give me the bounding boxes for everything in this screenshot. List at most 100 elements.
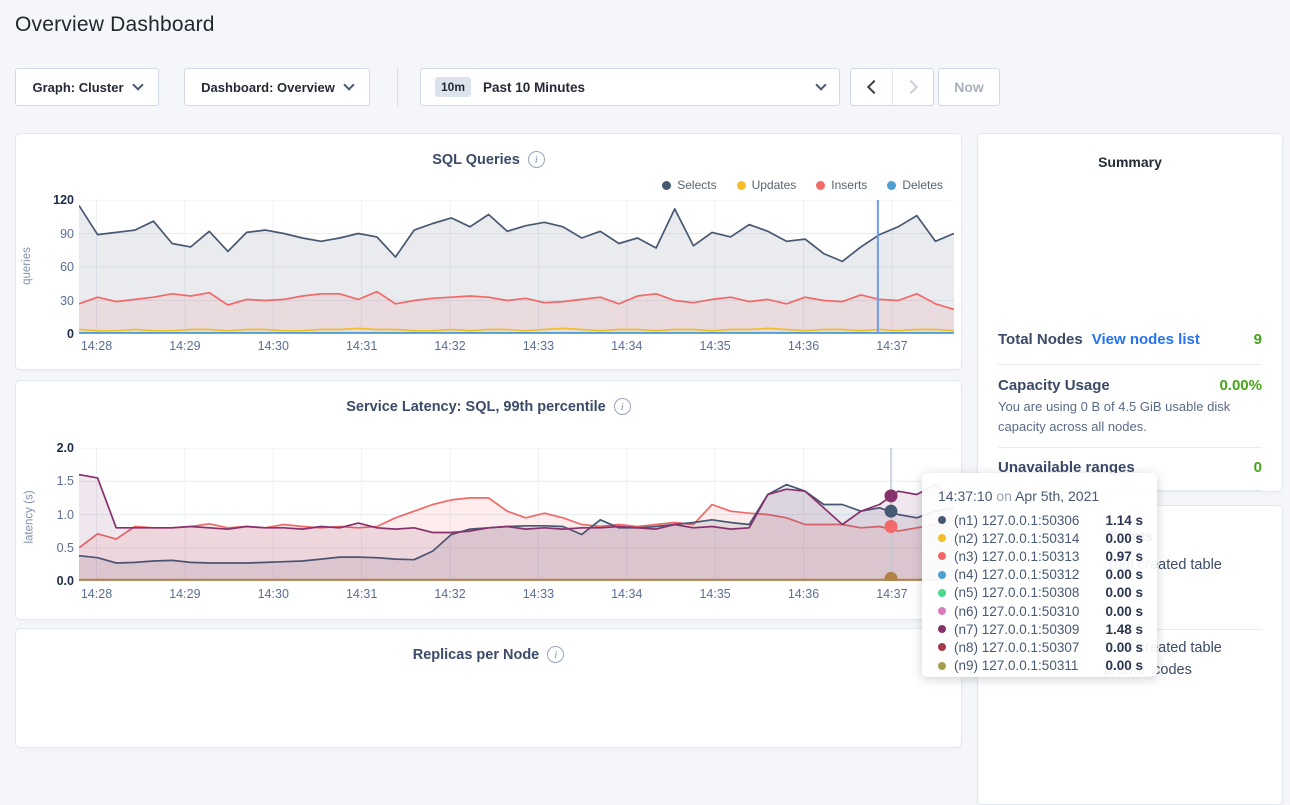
y-axis-ticks: 2.0 1.5 1.0 0.5 0.0 <box>40 441 74 588</box>
node-color-dot-icon <box>938 607 946 616</box>
page-title: Overview Dashboard <box>15 13 215 36</box>
y-tick-label: 0.5 <box>56 540 74 555</box>
y-tick-label: 0.0 <box>56 574 74 588</box>
divider <box>998 447 1262 448</box>
legend-dot-icon <box>736 180 746 190</box>
node-address: (n7) 127.0.0.1:50309 <box>954 621 1080 637</box>
y-tick-label: 60 <box>60 260 74 274</box>
tooltip-node-row: (n3) 127.0.0.1:50313 0.97 s <box>938 547 1143 565</box>
view-nodes-list-link[interactable]: View nodes list <box>1091 331 1200 348</box>
legend-dot-icon <box>887 180 897 190</box>
y-axis-unit: latency (s) <box>23 490 36 544</box>
legend-label: Selects <box>677 178 717 192</box>
unavailable-ranges-row: Unavailable ranges 0 <box>998 459 1262 476</box>
graph-dropdown-label: Graph: Cluster <box>32 79 124 95</box>
info-icon[interactable]: i <box>547 646 565 663</box>
y-tick-label: 90 <box>60 226 74 241</box>
info-icon[interactable]: i <box>527 151 545 168</box>
node-latency-value: 0.00 s <box>1105 567 1143 583</box>
tooltip-node-row: (n8) 127.0.0.1:50307 0.00 s <box>938 638 1143 656</box>
node-color-dot-icon <box>938 661 946 670</box>
x-tick-label: 14:32 <box>434 339 466 353</box>
legend-label: Inserts <box>831 178 868 192</box>
replicas-per-node-panel: Replicas per Node i <box>15 628 962 748</box>
x-tick-label: 14:29 <box>169 587 201 601</box>
chart-hover-tooltip: 14:37:10 on Apr 5th, 2021 (n1) 127.0.0.1… <box>922 473 1157 677</box>
now-button[interactable]: Now <box>938 68 1000 106</box>
graph-dropdown[interactable]: Graph: Cluster <box>15 68 159 106</box>
y-axis-unit: queries <box>20 247 33 285</box>
legend-dot-icon <box>816 180 826 190</box>
x-axis-ticks: 14:28 14:29 14:30 14:31 14:32 14:33 14:34 14:35… <box>79 339 954 355</box>
node-latency-value: 0.00 s <box>1105 658 1143 674</box>
legend-item-inserts[interactable]: Inserts <box>816 178 867 192</box>
x-tick-label: 14:33 <box>522 339 555 353</box>
dashboard-dropdown[interactable]: Dashboard: Overview <box>184 68 370 106</box>
node-address: (n6) 127.0.0.1:50310 <box>954 603 1080 619</box>
node-color-dot-icon <box>938 643 946 652</box>
x-tick-label: 14:37 <box>876 587 908 601</box>
node-latency-value: 0.97 s <box>1105 548 1143 564</box>
info-icon[interactable]: i <box>613 398 631 415</box>
time-window-label: Past 10 Minutes <box>483 79 586 95</box>
tooltip-node-list: (n1) 127.0.0.1:50306 1.14 s (n2) 127.0.0.1… <box>938 511 1143 675</box>
node-latency-value: 0.00 s <box>1105 585 1143 601</box>
summary-panel: Summary Total Nodes View nodes list 9 Ca… <box>977 133 1283 600</box>
chevron-right-icon <box>903 79 919 95</box>
sql-queries-panel: SQL Queries i Selects Updates Inserts Delet… <box>15 133 962 370</box>
node-latency-value: 0.00 s <box>1105 639 1143 655</box>
total-nodes-label: Total Nodes <box>998 331 1083 348</box>
y-axis-ticks: 120 90 60 30 0 <box>40 193 74 341</box>
y-tick-label: 120 <box>53 193 74 207</box>
node-address: (n3) 127.0.0.1:50313 <box>954 548 1080 564</box>
x-tick-label: 14:35 <box>699 587 731 601</box>
x-tick-label: 14:30 <box>257 587 289 601</box>
tooltip-node-row: (n7) 127.0.0.1:50309 1.48 s <box>938 620 1143 638</box>
node-color-dot-icon <box>938 516 946 525</box>
tooltip-node-row: (n1) 127.0.0.1:50306 1.14 s <box>938 511 1143 529</box>
x-tick-label: 14:32 <box>434 587 466 601</box>
tooltip-node-row: (n9) 127.0.0.1:50311 0.00 s <box>938 657 1143 675</box>
node-latency-value: 1.48 s <box>1105 621 1143 637</box>
x-axis-ticks: 14:28 14:29 14:30 14:31 14:32 14:33 14:34 14:35… <box>79 587 954 603</box>
capacity-usage-desc: You are using 0 B of 4.5 GiB usable disk… <box>998 399 1231 434</box>
sql-queries-plot[interactable] <box>79 200 954 334</box>
x-tick-label: 14:35 <box>699 339 731 353</box>
chevron-down-icon <box>343 79 355 91</box>
total-nodes-row: Total Nodes View nodes list 9 <box>998 331 1262 348</box>
legend-item-selects[interactable]: Selects <box>662 178 717 192</box>
time-window-badge: 10m <box>435 77 472 97</box>
y-tick-label: 30 <box>60 293 74 308</box>
controls-divider <box>397 68 398 106</box>
legend-label: Deletes <box>902 178 943 192</box>
x-tick-label: 14:36 <box>787 587 820 601</box>
total-nodes-value: 9 <box>1253 331 1262 348</box>
node-color-dot-icon <box>938 534 946 543</box>
legend-dot-icon <box>662 180 672 190</box>
y-tick-label: 2.0 <box>56 441 74 455</box>
legend-label: Updates <box>751 178 797 192</box>
x-tick-label: 14:31 <box>345 339 378 353</box>
x-tick-label: 14:28 <box>80 339 113 353</box>
capacity-usage-label: Capacity Usage <box>998 377 1110 394</box>
chevron-down-icon <box>131 79 144 91</box>
x-tick-label: 14:36 <box>787 339 820 353</box>
x-tick-label: 14:28 <box>80 587 113 601</box>
y-tick-label: 1.0 <box>56 507 74 522</box>
prev-time-button[interactable] <box>851 69 892 105</box>
service-latency-plot[interactable] <box>79 448 954 581</box>
node-latency-value: 0.00 s <box>1105 603 1143 619</box>
node-color-dot-icon <box>938 625 946 634</box>
capacity-usage-row: Capacity Usage 0.00% <box>998 377 1262 394</box>
time-range-dropdown[interactable]: 10m Past 10 Minutes <box>420 68 840 106</box>
next-time-button[interactable] <box>892 69 933 105</box>
service-latency-panel: Service Latency: SQL, 99th percentile i … <box>15 380 962 620</box>
tooltip-node-row: (n6) 127.0.0.1:50310 0.00 s <box>938 602 1143 620</box>
unavailable-ranges-label: Unavailable ranges <box>998 459 1135 476</box>
legend-item-deletes[interactable]: Deletes <box>887 178 943 192</box>
node-color-dot-icon <box>938 588 946 597</box>
x-tick-label: 14:33 <box>522 587 555 601</box>
node-latency-value: 0.00 s <box>1105 530 1143 546</box>
legend-item-updates[interactable]: Updates <box>736 178 797 192</box>
x-tick-label: 14:37 <box>876 339 908 353</box>
